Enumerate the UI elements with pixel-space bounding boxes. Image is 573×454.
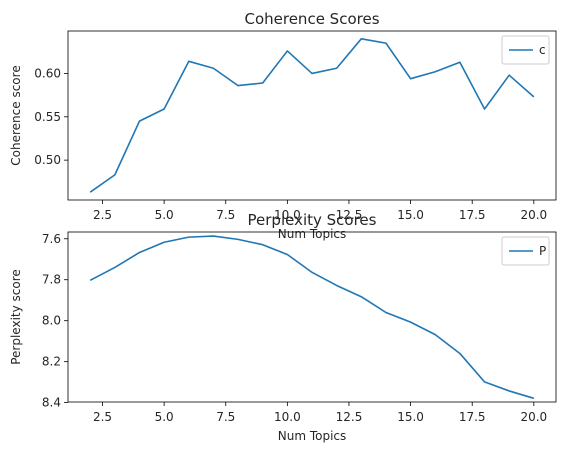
- y-axis-label: Coherence score: [9, 65, 23, 165]
- legend: c: [501, 35, 550, 65]
- x-tick-label: 15.0: [397, 410, 424, 424]
- series-lines: [89, 235, 535, 400]
- x-tick-label: 2.5: [93, 208, 112, 222]
- series-line: [89, 37, 535, 193]
- series-lines: [89, 37, 535, 193]
- x-tick-label: 10.0: [274, 410, 301, 424]
- chart-title: Perplexity Scores: [248, 211, 377, 229]
- x-axis-label: Num Topics: [278, 227, 347, 241]
- y-tick-label: 0.50: [34, 153, 61, 167]
- y-axis-ticks: 0.50 0.55 0.60: [34, 66, 68, 167]
- x-tick-label: 20.0: [520, 208, 547, 222]
- y-tick-label: 8.4: [42, 396, 61, 410]
- series-line: [89, 235, 535, 400]
- plot-frame: [67, 30, 557, 201]
- x-tick-label: 5.0: [155, 410, 174, 424]
- legend-label: P: [539, 244, 546, 258]
- legend: P: [501, 236, 550, 266]
- perplexity-chart: Perplexity score Num Topics 2.5 5.0 7.5 10.…: [9, 211, 557, 443]
- chart-title: Coherence Scores: [244, 10, 379, 28]
- y-tick-label: 7.6: [42, 232, 61, 246]
- y-axis-label: Perplexity score: [9, 269, 23, 365]
- coherence-chart: Coherence Scores Coherence score Num Top…: [9, 10, 557, 241]
- y-tick-label: 0.55: [34, 110, 61, 124]
- x-tick-label: 12.5: [336, 208, 363, 222]
- x-tick-label: 12.5: [336, 410, 363, 424]
- y-tick-label: 8.2: [42, 355, 61, 369]
- y-axis-ticks: 7.6 7.8 8.0 8.2 8.4: [42, 232, 68, 410]
- y-tick-label: 8.0: [42, 314, 61, 328]
- legend-label: c: [539, 43, 546, 57]
- x-axis-ticks: 2.5 5.0 7.5 10.0 12.5 15.0 17.5 20.0: [93, 402, 547, 424]
- x-tick-label: 20.0: [520, 410, 547, 424]
- x-axis-ticks: 2.5 5.0 7.5 10.0 12.5 15.0 17.5 20.0: [93, 200, 547, 222]
- x-axis-label: Num Topics: [278, 429, 347, 443]
- x-tick-label: 10.0: [274, 208, 301, 222]
- y-tick-label: 0.60: [34, 66, 61, 80]
- x-tick-label: 17.5: [459, 208, 486, 222]
- x-tick-label: 7.5: [216, 208, 235, 222]
- x-tick-label: 7.5: [216, 410, 235, 424]
- x-tick-label: 17.5: [459, 410, 486, 424]
- x-tick-label: 5.0: [155, 208, 174, 222]
- plot-frame: [67, 231, 557, 403]
- x-tick-label: 2.5: [93, 410, 112, 424]
- x-tick-label: 15.0: [397, 208, 424, 222]
- y-tick-label: 7.8: [42, 273, 61, 287]
